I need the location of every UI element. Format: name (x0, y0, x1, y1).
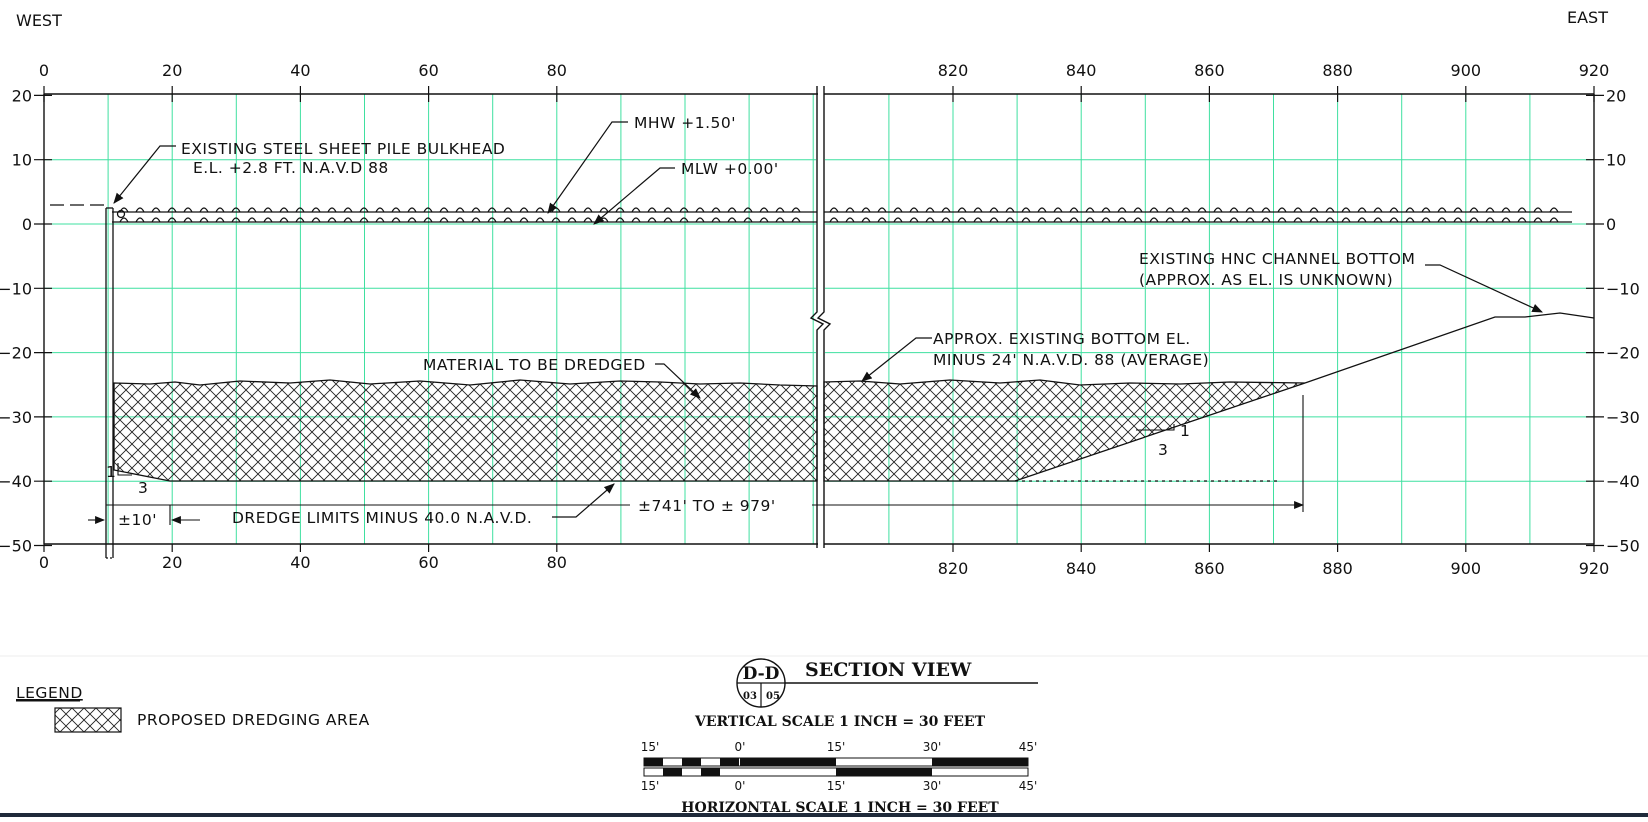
ytick-left-3: −10 (0, 279, 32, 298)
ytick-left-0: 20 (12, 86, 32, 105)
ytick-left-2: 0 (22, 215, 32, 234)
xtick-bottom-0: 0 (39, 553, 49, 572)
sheet-ref-a: 03 (743, 691, 757, 702)
y-ticks: 20 20 10 10 0 0 −10 −10 −20 −20 −30 −30 −40 −40 −50 −50 (0, 86, 1640, 555)
bottom-label-line1: APPROX. EXISTING BOTTOM EL. (933, 330, 1191, 348)
channel-label-line2: (APPROX. AS EL. IS UNKNOWN) (1139, 271, 1393, 289)
offset-dimension-label: ±10' (118, 511, 157, 529)
xtick-top-1: 20 (162, 61, 182, 80)
xtick-top-r5: 920 (1579, 61, 1610, 80)
bottom-label-line2: MINUS 24' N.A.V.D. 88 (AVERAGE) (933, 351, 1209, 369)
dimension-lines (88, 395, 1304, 525)
scale-top-label-4: 45' (1019, 740, 1038, 754)
ytick-right-2: 0 (1606, 215, 1616, 234)
ytick-right-4: −20 (1606, 344, 1640, 363)
scale-top-label-2: 15' (827, 740, 846, 754)
xtick-top-0: 0 (39, 61, 49, 80)
ytick-right-5: −30 (1606, 408, 1640, 427)
scale-bottom-label-0: 15' (641, 779, 660, 793)
scale-bottom-label-2: 15' (827, 779, 846, 793)
xtick-bottom-r2: 860 (1194, 559, 1225, 578)
ytick-left-1: 10 (12, 151, 32, 170)
bulkhead-label-line1: EXISTING STEEL SHEET PILE BULKHEAD (181, 140, 505, 158)
xtick-top-r2: 860 (1194, 61, 1225, 80)
scale-bars: 15' 15' 0' 0' 15' 15' 30' 30' 45' 45' (641, 740, 1038, 793)
legend: LEGEND PROPOSED DREDGING AREA (16, 684, 370, 733)
vertical-scale-label: VERTICAL SCALE 1 INCH = 30 FEET (694, 714, 986, 730)
ytick-right-3: −10 (1606, 279, 1640, 298)
ytick-left-6: −40 (0, 472, 32, 491)
span-dimension-label: ±741' TO ± 979' (638, 497, 776, 515)
bulkhead-label-line2: E.L. +2.8 FT. N.A.V.D 88 (193, 159, 389, 177)
x-ticks-bottom: 0 20 40 60 80 820 840 860 880 900 920 (39, 544, 1609, 578)
xtick-bottom-3: 60 (418, 553, 438, 572)
xtick-top-4: 80 (547, 61, 567, 80)
xtick-bottom-1: 20 (162, 553, 182, 572)
xtick-bottom-r5: 920 (1579, 559, 1610, 578)
title-block: D-D 03 05 SECTION VIEW VERTICAL SCALE 1 … (681, 658, 1038, 816)
legend-item-label: PROPOSED DREDGING AREA (137, 711, 370, 729)
horizontal-scale-label: HORIZONTAL SCALE 1 INCH = 30 FEET (681, 800, 999, 816)
material-label: MATERIAL TO BE DREDGED (423, 356, 646, 374)
mhw-label: MHW +1.50' (634, 114, 736, 132)
west-label: WEST (16, 11, 62, 30)
sheet-ref-b: 05 (766, 691, 780, 702)
xtick-top-r0: 820 (938, 61, 969, 80)
xtick-top-3: 60 (418, 61, 438, 80)
slope-run-right: 3 (1158, 441, 1168, 459)
scale-bottom-label-3: 30' (923, 779, 942, 793)
sheet-pile-bulkhead (50, 204, 126, 559)
mlw-label: MLW +0.00' (681, 160, 779, 178)
channel-label-line1: EXISTING HNC CHANNEL BOTTOM (1139, 250, 1415, 268)
east-label: EAST (1567, 8, 1608, 27)
xtick-bottom-r3: 880 (1322, 559, 1353, 578)
legend-title: LEGEND (16, 684, 83, 702)
xtick-top-r3: 880 (1322, 61, 1353, 80)
x-ticks-top: 0 20 40 60 80 820 840 860 880 900 920 (39, 61, 1609, 102)
ytick-right-0: 20 (1606, 86, 1626, 105)
channel-bottom-line (1015, 312, 1595, 482)
xtick-bottom-2: 40 (290, 553, 310, 572)
slope-run-left: 3 (138, 479, 148, 497)
section-view-title: SECTION VIEW (805, 659, 972, 681)
dredge-area (113, 379, 1306, 482)
xtick-bottom-r1: 840 (1066, 559, 1097, 578)
ytick-left-4: −20 (0, 344, 32, 363)
scale-top-label-1: 0' (735, 740, 746, 754)
ytick-right-6: −40 (1606, 472, 1640, 491)
section-id: D-D (743, 664, 780, 684)
leader-lines (113, 121, 1543, 518)
slope-rise-right: 1 (1180, 422, 1190, 440)
slope-rise-left: 1 (106, 463, 116, 481)
xtick-bottom-r4: 900 (1451, 559, 1482, 578)
xtick-top-2: 40 (290, 61, 310, 80)
ytick-right-7: −50 (1606, 537, 1640, 556)
xtick-top-r1: 840 (1066, 61, 1097, 80)
xtick-bottom-4: 80 (547, 553, 567, 572)
ytick-left-7: −50 (0, 537, 32, 556)
scale-top-label-3: 30' (923, 740, 942, 754)
ytick-left-5: −30 (0, 408, 32, 427)
legend-hatch-swatch (54, 707, 122, 733)
scale-bottom-label-1: 0' (735, 779, 746, 793)
slope-indicators (117, 424, 1175, 476)
axis-break (809, 86, 832, 548)
scale-top-label-0: 15' (641, 740, 660, 754)
ytick-right-1: 10 (1606, 151, 1626, 170)
water-lines (112, 207, 1572, 223)
dredge-limits-label: DREDGE LIMITS MINUS 40.0 N.A.V.D. (232, 509, 532, 527)
xtick-bottom-r0: 820 (938, 559, 969, 578)
scale-bottom-label-4: 45' (1019, 779, 1038, 793)
xtick-top-r4: 900 (1451, 61, 1482, 80)
